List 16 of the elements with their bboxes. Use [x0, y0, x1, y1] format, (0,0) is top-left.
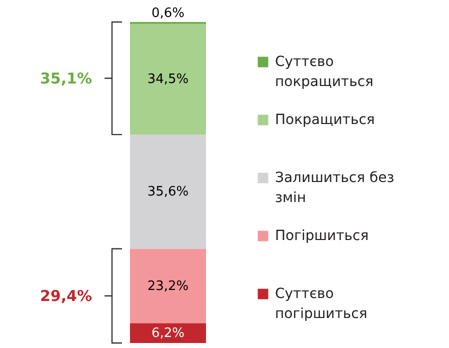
data-label: 23,2%: [147, 278, 189, 294]
legend-label: Суттєво покращиться: [275, 54, 374, 90]
legend-label: Погіршиться: [275, 228, 369, 244]
text: 29,4%: [40, 286, 92, 305]
bar: [130, 323, 206, 343]
bar: [130, 24, 206, 135]
bar: [130, 134, 206, 249]
legend-label: Суттєво погіршиться: [275, 286, 368, 322]
legend-label: Покращиться: [275, 112, 375, 128]
legend-label: Залишиться без змін: [275, 170, 394, 206]
bar: [130, 248, 206, 324]
data-label: 35,6%: [147, 184, 189, 200]
data-label: 6,2%: [151, 326, 185, 342]
text: 35,1%: [40, 69, 92, 88]
data-label: 34,5%: [147, 72, 189, 88]
data-label: 0,6%: [151, 6, 185, 21]
